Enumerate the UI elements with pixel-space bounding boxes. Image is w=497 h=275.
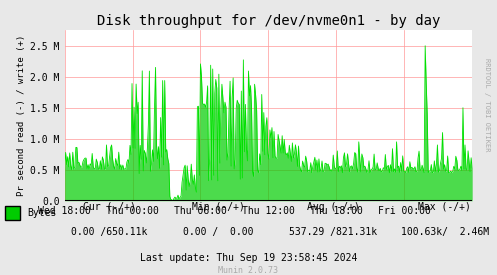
- Text: Munin 2.0.73: Munin 2.0.73: [219, 266, 278, 275]
- Text: 0.00 /650.11k: 0.00 /650.11k: [71, 227, 148, 237]
- Text: RRDTOOL / TOBI OETIKER: RRDTOOL / TOBI OETIKER: [484, 58, 490, 151]
- Text: 537.29 /821.31k: 537.29 /821.31k: [289, 227, 377, 237]
- Text: Last update: Thu Sep 19 23:58:45 2024: Last update: Thu Sep 19 23:58:45 2024: [140, 254, 357, 263]
- Title: Disk throughput for /dev/nvme0n1 - by day: Disk throughput for /dev/nvme0n1 - by da…: [97, 14, 440, 28]
- Text: Max (-/+): Max (-/+): [418, 202, 471, 212]
- Text: Min (-/+): Min (-/+): [192, 202, 245, 212]
- Text: Bytes: Bytes: [27, 208, 57, 218]
- Text: 0.00 /  0.00: 0.00 / 0.00: [183, 227, 254, 237]
- Text: 100.63k/  2.46M: 100.63k/ 2.46M: [401, 227, 489, 237]
- Y-axis label: Pr second read (-) / write (+): Pr second read (-) / write (+): [17, 35, 26, 196]
- Text: Cur (-/+): Cur (-/+): [83, 202, 136, 212]
- Bar: [5, 206, 20, 219]
- Text: Avg (-/+): Avg (-/+): [307, 202, 359, 212]
